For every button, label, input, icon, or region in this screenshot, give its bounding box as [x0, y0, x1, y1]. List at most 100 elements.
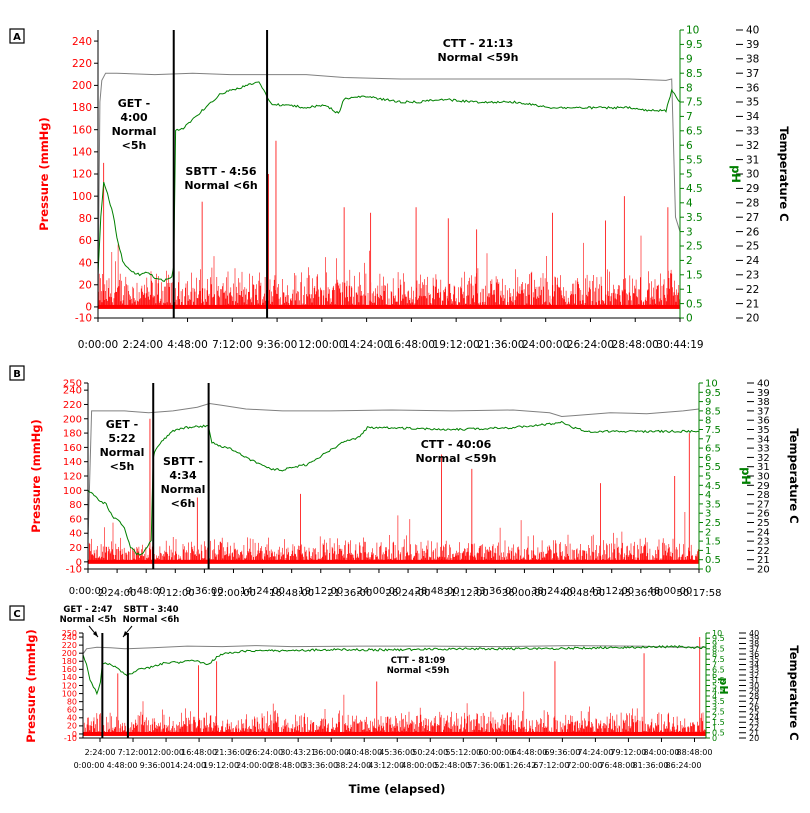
pressure-tick-label: 180	[72, 102, 92, 114]
temp-tick-label: 30	[746, 169, 759, 181]
x-tick-label: 38:24:00	[531, 586, 576, 597]
temp-tick-label: 21	[746, 298, 759, 310]
temp-tick-label: 20	[757, 565, 770, 576]
temperature-line	[88, 402, 699, 542]
temp-tick-label: 29	[749, 687, 759, 696]
pressure-tick-label: 240	[63, 386, 82, 397]
panel-a-ph-ticks: 10 9.5 9 8.5 8 7.5 7 6.5 6 5.5 5 4.5 4 3.5 3 2.5 2 1.5 1 0.…	[680, 25, 703, 325]
temp-tick-label: 37	[757, 406, 770, 417]
temp-tick-label: 36	[746, 82, 760, 94]
annotation-line: Normal	[112, 125, 157, 138]
panel-c-ctt-annotation: CTT - 81:09 Normal <59h	[387, 656, 450, 676]
pressure-tick-label: -10	[66, 565, 82, 576]
temp-tick-label: 38	[757, 397, 770, 408]
panel-c-plot-area	[83, 633, 706, 738]
ph-tick-label: 5	[686, 169, 693, 181]
x-tick-label: 33:36:00	[302, 761, 338, 770]
x-tick-label: 31:12:00	[444, 588, 489, 599]
pressure-tick-label: 80	[69, 500, 82, 511]
ph-tick-label: 4	[686, 197, 693, 209]
x-tick-label: 55:12:00	[445, 748, 481, 757]
annotation-line: 4:34	[169, 469, 197, 482]
temp-tick-label: 23	[746, 269, 759, 281]
temp-tick-label: 25	[749, 708, 759, 717]
temp-tick-label: 32	[749, 671, 759, 680]
pressure-tick-label: 20	[69, 543, 82, 554]
x-tick-label: 9:36:00	[140, 761, 171, 770]
pressure-tick-label: 140	[63, 457, 82, 468]
pressure-tick-label: 240	[62, 633, 77, 642]
ph-tick-label: 8	[686, 82, 693, 94]
x-tick-label: 9:36:00	[257, 339, 297, 351]
pressure-tick-label: 0	[85, 302, 92, 314]
temp-tick-label: 35	[746, 97, 759, 109]
x-tick-label: 40:48:00	[560, 588, 605, 599]
pressure-tick-label: 220	[62, 641, 77, 650]
ph-line	[98, 81, 680, 282]
temp-tick-label: 21	[749, 729, 759, 738]
ph-tick-label: 8.5	[686, 68, 703, 80]
panel-b-temperature-trace	[88, 402, 699, 542]
panel-c-temp-ticks: 4039383736353433323130292827262524232221…	[739, 629, 759, 743]
annotation-line: SBTT -	[163, 455, 203, 468]
pressure-tick-label: 160	[72, 124, 92, 136]
ph-tick-label: 9.5	[686, 39, 703, 51]
temp-tick-label: 26	[757, 509, 770, 520]
x-tick-label: 30:43:21	[280, 748, 316, 757]
temp-tick-label: 33	[749, 666, 759, 675]
ph-tick-label: 7.5	[705, 425, 721, 436]
x-tick-label: 16:48:00	[181, 748, 217, 757]
pressure-tick-label: 200	[72, 80, 92, 92]
annotation-line: Normal <5h	[60, 615, 117, 625]
ph-tick-label: 9	[712, 639, 717, 648]
ph-tick-label: 5	[705, 472, 711, 483]
x-tick-label: 24:00:00	[236, 761, 272, 770]
ph-tick-label: 5.5	[705, 462, 721, 473]
temp-tick-label: 37	[749, 645, 759, 654]
x-tick-label: 24:00:00	[522, 339, 569, 351]
x-tick-label: 4:48:00	[127, 586, 166, 597]
x-tick-label: 43:12:00	[368, 761, 404, 770]
ph-tick-label: 5.5	[686, 154, 703, 166]
annotation-line: <5h	[122, 139, 147, 152]
pressure-tick-label: 20	[67, 722, 77, 731]
ph-tick-label: 3	[705, 509, 711, 520]
pressure-tick-label: 240	[72, 36, 92, 48]
temp-tick-label: 24	[757, 527, 770, 538]
panel-c-pressure-label: Pressure (mmHg)	[24, 629, 38, 743]
annotation-line: SBTT - 3:40	[124, 605, 179, 615]
ph-line	[83, 645, 706, 696]
annotation-line: Normal	[161, 483, 206, 496]
pressure-tick-label: 120	[62, 681, 77, 690]
temp-tick-label: 24	[749, 713, 759, 722]
pressure-tick-label: -10	[75, 313, 92, 325]
annotation-line: CTT - 81:09	[391, 656, 446, 666]
pressure-tick-label: 40	[69, 529, 82, 540]
x-tick-label: 2:24:00	[98, 588, 137, 599]
x-tick-label: 48:00:00	[401, 761, 437, 770]
pressure-tick-label: 40	[79, 257, 92, 269]
temp-tick-label: 21	[757, 555, 770, 566]
x-tick-label: 0:00:00	[74, 761, 105, 770]
x-tick-label: 28:48:00	[415, 586, 460, 597]
ph-tick-label: 5	[712, 681, 717, 690]
x-tick-label: 14:24:00	[170, 761, 206, 770]
ph-tick-label: 0	[686, 313, 693, 325]
panel-c-ph-ticks: 109.598.587.576.565.554.543.532.521.510.…	[706, 629, 725, 743]
panel-a-sbtt-annotation: SBTT - 4:56 Normal <6h	[184, 165, 257, 192]
temp-tick-label: 30	[757, 472, 770, 483]
temp-tick-label: 29	[746, 183, 759, 195]
temp-tick-label: 25	[746, 241, 759, 253]
ph-tick-label: 2	[705, 527, 711, 538]
x-tick-label: 45:36:00	[618, 588, 663, 599]
temp-tick-label: 30	[749, 681, 759, 690]
ph-tick-label: 8	[705, 416, 711, 427]
x-tick-label: 40:48:00	[346, 748, 382, 757]
panel-a-temperature-trace	[98, 72, 680, 304]
ph-tick-label: 10	[705, 379, 718, 390]
temperature-line	[98, 72, 680, 304]
temp-tick-label: 40	[749, 629, 759, 638]
panel-a-plot-area	[98, 30, 680, 318]
